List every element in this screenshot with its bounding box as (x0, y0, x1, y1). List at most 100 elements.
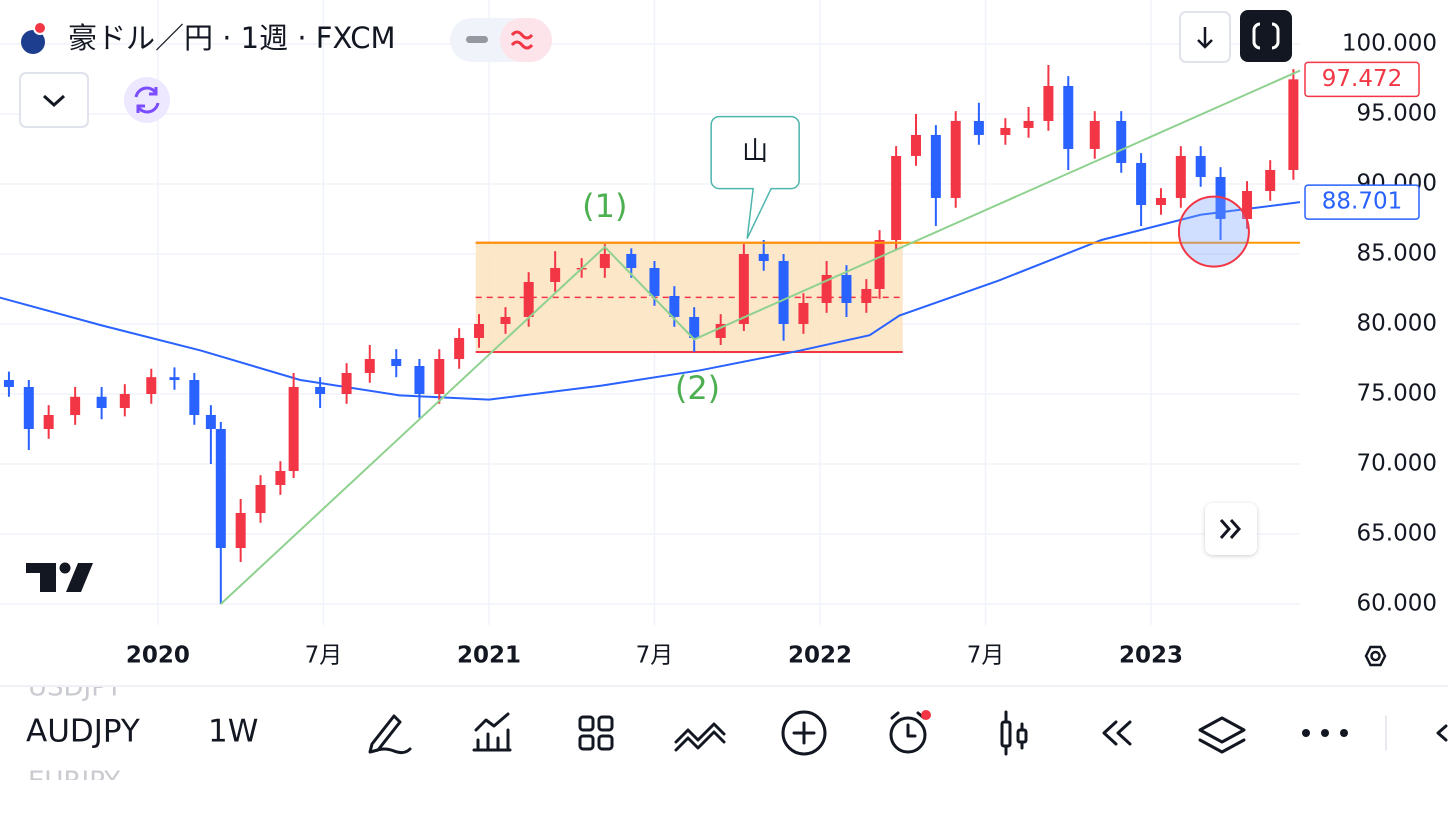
candle-body (364, 358, 375, 373)
candle-body (715, 323, 726, 338)
next-ticker[interactable]: EURJPY (28, 767, 120, 797)
candle-body (1265, 169, 1276, 191)
candle-body (930, 134, 941, 198)
price-tag (1304, 61, 1420, 98)
candle-body (23, 386, 34, 429)
candle-body (288, 386, 299, 471)
y-tick-label: 95.000 (1357, 100, 1437, 126)
candle-body (96, 396, 107, 408)
x-tick-label: 7月 (967, 643, 1005, 669)
scroll-right-button[interactable] (1205, 503, 1257, 555)
x-tick-label: 2021 (457, 643, 521, 669)
y-tick-label: 85.000 (1357, 240, 1437, 266)
candle-body (205, 414, 216, 429)
settings-button[interactable] (1364, 645, 1387, 667)
layout-tool[interactable] (578, 715, 614, 751)
collapse-button[interactable] (19, 72, 89, 128)
x-tick-label: 2020 (126, 643, 190, 669)
alert-tool[interactable] (889, 711, 927, 754)
price-tag-label: 88.701 (1322, 189, 1402, 215)
candle-body (973, 120, 984, 135)
candle-body (1023, 120, 1034, 128)
candle-body (950, 120, 961, 198)
replay-tool[interactable] (1102, 720, 1132, 746)
candle-body (315, 386, 326, 394)
y-tick-label: 70.000 (1357, 450, 1437, 476)
candle-body (689, 316, 700, 338)
download-button[interactable] (1179, 11, 1231, 63)
candle-body (891, 155, 902, 240)
candle-body (169, 377, 180, 380)
x-tick-label: 2022 (788, 643, 852, 669)
ticker[interactable]: AUDJPY (26, 714, 140, 750)
compare-tool[interactable] (674, 722, 726, 752)
candle-body (669, 295, 680, 317)
candle-body (414, 365, 425, 394)
candle-body (391, 358, 402, 366)
candle-body (1000, 127, 1011, 135)
candle-body (119, 393, 130, 408)
highlight-circle (1177, 195, 1250, 268)
y-tick-label: 80.000 (1357, 310, 1437, 336)
indicators-tool[interactable] (472, 712, 512, 752)
candle-body (841, 274, 852, 303)
x-tick-label: 7月 (305, 643, 343, 669)
candle-body (523, 281, 534, 317)
flag-badge (33, 21, 47, 35)
candle-body (599, 253, 610, 268)
candle-body (778, 260, 789, 324)
candle-body (3, 379, 14, 387)
candle-body (255, 484, 266, 513)
candle-body (474, 323, 485, 338)
sync-button[interactable] (124, 77, 170, 123)
candle-body (861, 288, 872, 303)
plot-area: (1) (2) 山 (0, 0, 1301, 625)
callout-box (710, 115, 800, 239)
symbol-title[interactable]: 豪ドル／円 · 1週 · FXCM (68, 21, 395, 55)
candle-body (1116, 120, 1127, 163)
y-tick-label: 60.000 (1357, 590, 1437, 616)
chart-type-tool[interactable] (1000, 710, 1028, 756)
candle-body (1175, 155, 1186, 198)
candle-body (874, 239, 885, 289)
interval[interactable]: 1W (208, 714, 258, 750)
price-tag-label: 97.472 (1322, 66, 1402, 92)
candle-body (500, 316, 511, 324)
candle-body (215, 428, 226, 548)
fullscreen-button[interactable] (1240, 10, 1292, 62)
x-tick-label: 7月 (636, 643, 674, 669)
candle-body (189, 379, 200, 415)
candle-body (1136, 162, 1147, 205)
candle-body (341, 372, 352, 394)
prev-ticker[interactable]: USDJPY (28, 673, 122, 703)
candle-body (1043, 85, 1054, 121)
candle-body (1155, 197, 1166, 205)
wave-label: (1) (582, 187, 627, 225)
y-tick-label: 100.000 (1342, 30, 1437, 56)
add-tool[interactable] (781, 710, 827, 756)
draw-tool[interactable] (368, 714, 412, 755)
candle-body (626, 253, 637, 268)
layers-tool[interactable] (1198, 716, 1246, 754)
more-tool[interactable] (1302, 729, 1348, 737)
candle-body (910, 134, 921, 156)
candle-body (70, 396, 81, 415)
candle-body (550, 267, 561, 282)
y-tick-label: 75.000 (1357, 380, 1437, 406)
y-tick-label: 65.000 (1357, 520, 1437, 546)
candle-body (798, 302, 809, 324)
alert-dot (921, 710, 931, 720)
candle-body (434, 358, 445, 394)
more-left[interactable] (1436, 724, 1448, 742)
x-tick-label: 2023 (1119, 643, 1183, 669)
tradingview-logo (26, 562, 93, 592)
candle-body (275, 470, 286, 485)
candle-body (758, 253, 769, 261)
candle-body (1288, 79, 1299, 170)
indicator-pill[interactable] (450, 18, 552, 62)
candle-body (454, 337, 465, 359)
candle-body (1195, 155, 1206, 177)
flag-icon (21, 30, 45, 54)
candle-body (1089, 120, 1100, 149)
